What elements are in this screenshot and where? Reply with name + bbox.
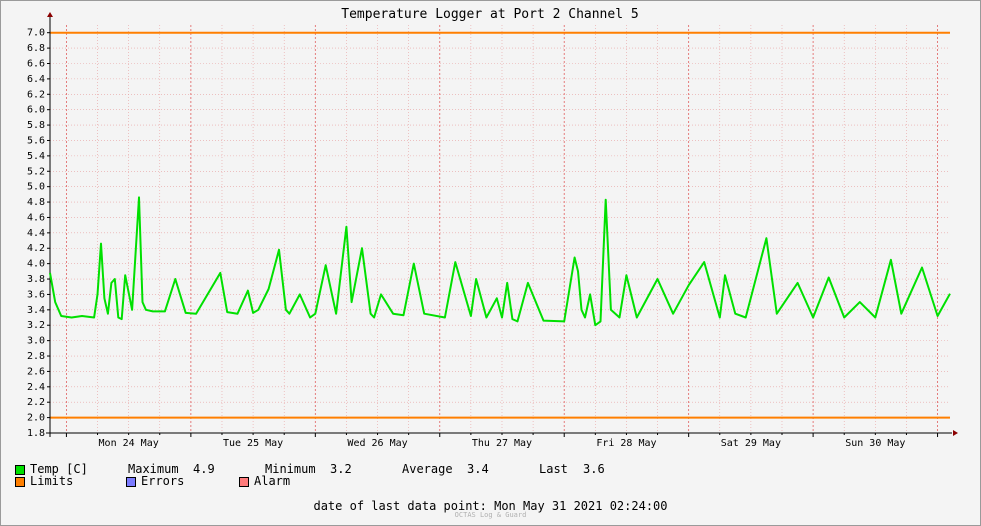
x-tick-label: Sun 30 May [845, 438, 905, 449]
y-tick-label: 6.4 [27, 74, 45, 85]
series-lines [49, 196, 951, 327]
legend-maximum-label: Maximum [128, 462, 179, 476]
legend-temp-label: Temp [C] [30, 462, 88, 476]
x-tick-label: Fri 28 May [596, 438, 656, 449]
y-tick-label: 3.0 [27, 336, 45, 347]
legend-last-value: 3.6 [583, 462, 605, 476]
y-tick-label: 5.8 [27, 120, 45, 131]
y-tick-label: 7.0 [27, 28, 45, 39]
y-tick-label: 5.0 [27, 182, 45, 193]
limits-swatch [15, 477, 25, 487]
legend-last-label: Last [539, 462, 568, 476]
temp-swatch [15, 465, 25, 475]
y-tick-label: 2.2 [27, 397, 45, 408]
y-tick-label: 4.8 [27, 197, 45, 208]
y-tick-label: 5.6 [27, 135, 45, 146]
software-credit: OCTAS Log & Guard [454, 511, 527, 519]
x-axis-arrow [953, 430, 958, 436]
y-tick-label: 4.4 [27, 228, 45, 239]
y-tick-label: 2.8 [27, 351, 45, 362]
axes [46, 12, 958, 437]
limit-lines [50, 31, 950, 419]
x-tick-label: Sat 29 May [721, 438, 781, 449]
x-tick-labels: Mon 24 May Tue 25 May Wed 26 May Thu 27 May… [99, 438, 906, 449]
y-tick-label: 3.4 [27, 305, 45, 316]
x-tick-label: Mon 24 May [99, 438, 159, 449]
legend-alarm-label: Alarm [254, 474, 291, 488]
last-data-point-date: date of last data point: Mon May 31 2021… [313, 499, 668, 513]
y-tick-label: 6.8 [27, 43, 45, 54]
y-tick-label: 3.8 [27, 274, 45, 285]
legend-average-label: Average [402, 462, 453, 476]
temp-series-line [49, 196, 951, 327]
chart-title: Temperature Logger at Port 2 Channel 5 [341, 7, 638, 22]
y-tick-label: 4.2 [27, 243, 45, 254]
y-tick-label: 2.6 [27, 366, 45, 377]
grid-lines [50, 25, 950, 434]
y-tick-label: 4.0 [27, 259, 45, 270]
y-tick-label: 1.8 [27, 428, 45, 439]
x-tick-label: Tue 25 May [223, 438, 283, 449]
y-tick-label: 3.6 [27, 289, 45, 300]
y-tick-label: 6.2 [27, 89, 45, 100]
y-tick-label: 2.0 [27, 413, 45, 424]
x-tick-label: Thu 27 May [472, 438, 532, 449]
y-tick-labels: 7.0 6.8 6.6 6.4 6.2 6.0 5.8 5.6 5.4 5.2 5.0 4.8 4.6 4… [27, 28, 45, 439]
legend-limits-label: Limits [30, 474, 74, 488]
y-tick-label: 2.4 [27, 382, 45, 393]
x-tick-label: Wed 26 May [347, 438, 407, 449]
y-axis-arrow [47, 12, 53, 17]
y-tick-label: 6.0 [27, 105, 45, 116]
alarm-swatch [239, 477, 249, 487]
legend-minimum-label: Minimum [265, 462, 316, 476]
legend-maximum-value: 4.9 [193, 462, 215, 476]
y-tick-label: 3.2 [27, 320, 45, 331]
errors-swatch [126, 477, 136, 487]
legend-errors-label: Errors [141, 474, 185, 488]
y-tick-label: 5.2 [27, 166, 45, 177]
y-tick-label: 6.6 [27, 58, 45, 69]
legend-minimum-value: 3.2 [330, 462, 352, 476]
y-tick-label: 4.6 [27, 212, 45, 223]
y-tick-label: 5.4 [27, 151, 45, 162]
legend-average-value: 3.4 [467, 462, 489, 476]
